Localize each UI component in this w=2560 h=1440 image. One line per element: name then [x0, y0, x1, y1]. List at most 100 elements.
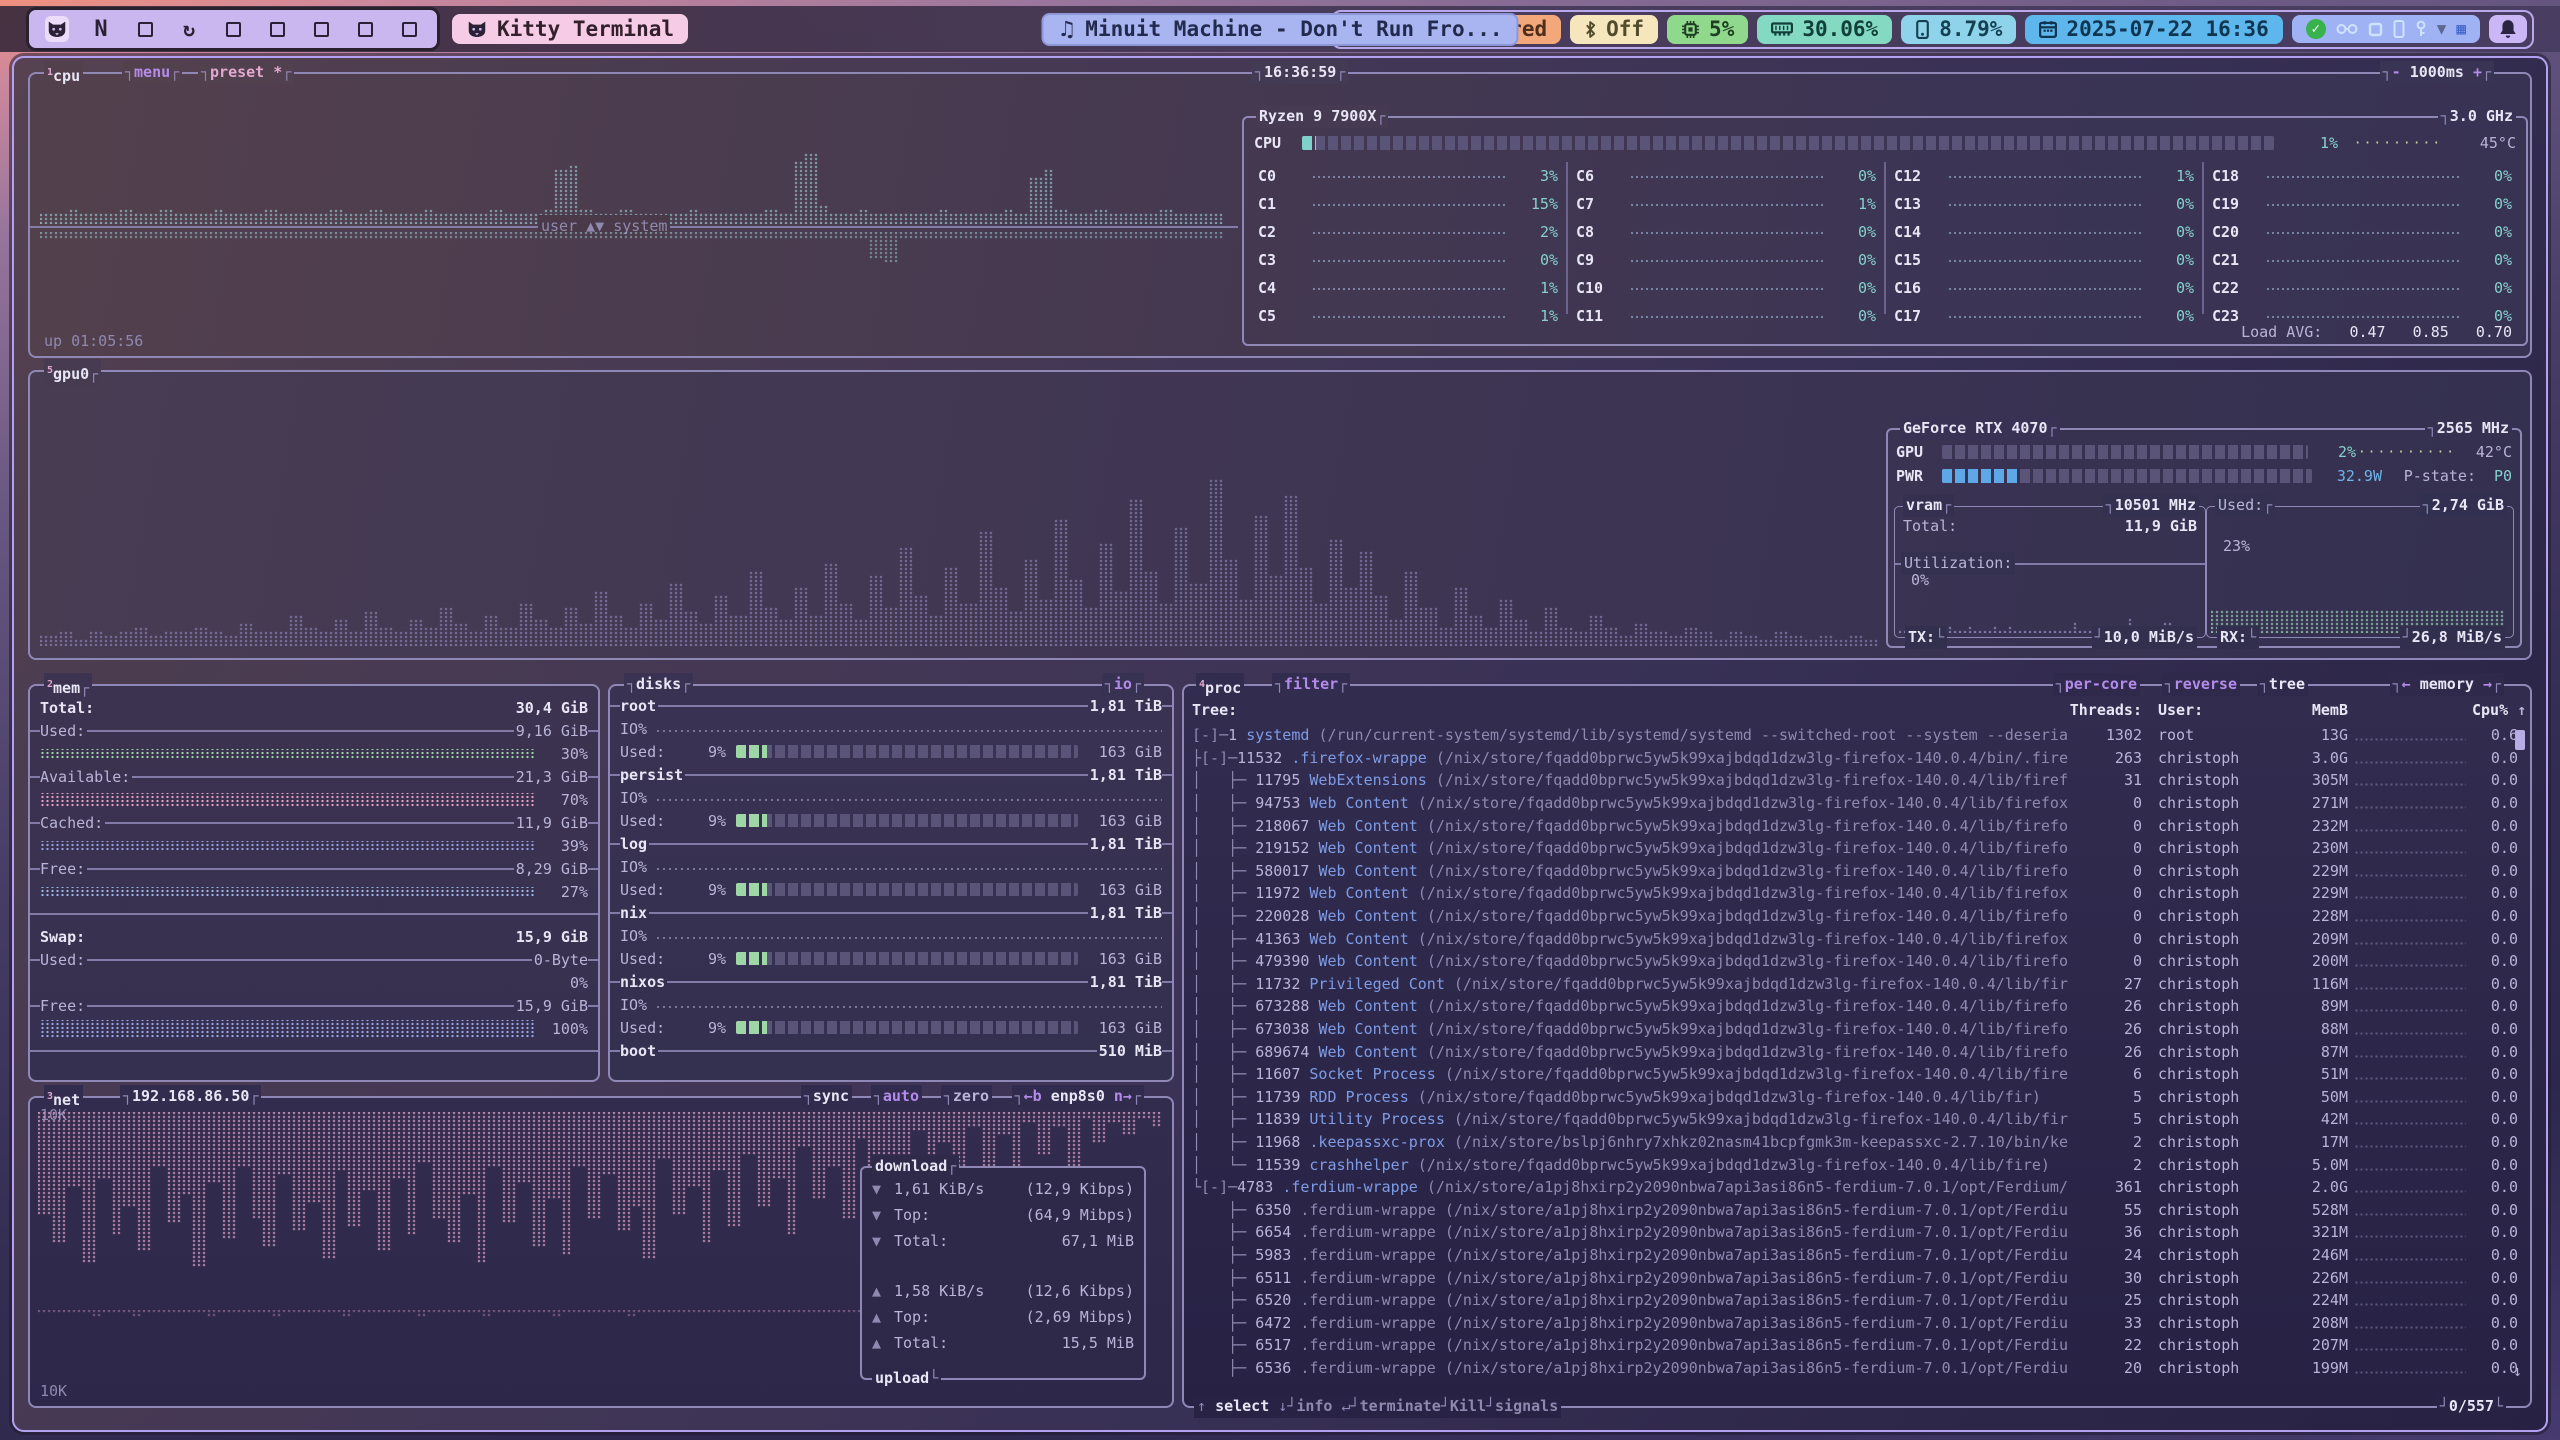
scroll-down-arrow[interactable]: ↓: [2512, 1362, 2522, 1380]
square-tray-icon[interactable]: [2368, 22, 2383, 37]
threads-column-header[interactable]: Threads:: [2069, 701, 2142, 719]
clock-module[interactable]: 2025-07-22 16:36: [2025, 14, 2283, 44]
workspace-1-button[interactable]: [45, 16, 69, 42]
net-device-switch[interactable]: ┐←b enp8s0 n→┌: [1011, 1085, 1144, 1108]
key-tray-icon[interactable]: [2415, 20, 2427, 38]
disk-io-row: IO%: [610, 993, 1172, 1016]
refresh-minus-button[interactable]: -: [2391, 63, 2401, 81]
tx-label: TX:└: [1905, 626, 1948, 649]
refresh-rate-control[interactable]: ┐- 1000ms +┌: [2379, 61, 2494, 84]
process-row[interactable]: │ ├─ 479390 Web Content (/nix/store/fqad…: [1192, 952, 2518, 971]
process-row[interactable]: │ ├─ 689674 Web Content (/nix/store/fqad…: [1192, 1042, 2518, 1061]
user-column-header[interactable]: User:: [2158, 701, 2204, 719]
mem-column-header[interactable]: MemB: [2311, 701, 2348, 719]
kill-action[interactable]: Kill: [1449, 1397, 1486, 1415]
process-row[interactable]: ├─ 5983 .ferdium-wrappe (/nix/store/a1pj…: [1192, 1245, 2518, 1264]
process-row[interactable]: ├[-]─ 11532 .firefox-wrappe (/nix/store/f…: [1192, 748, 2518, 767]
gpu-box-title: 5gpu0┌: [44, 359, 102, 386]
cpu-module[interactable]: 5%: [1667, 14, 1749, 44]
tree-column-header[interactable]: Tree:: [1192, 701, 1238, 719]
signals-action[interactable]: signals: [1495, 1397, 1559, 1415]
process-row[interactable]: [-]─ 1 systemd (/run/current-system/syste…: [1192, 726, 2518, 745]
glasses-tray-icon[interactable]: [2336, 23, 2358, 35]
workspace-2-button[interactable]: N: [94, 16, 108, 42]
process-row[interactable]: │ ├─ 94753 Web Content (/nix/store/fqadd…: [1192, 794, 2518, 813]
process-row[interactable]: │ ├─ 11839 Utility Process (/nix/store/f…: [1192, 1110, 2518, 1129]
process-row[interactable]: │ ├─ 11968 .keepassxc-prox (/nix/store/b…: [1192, 1132, 2518, 1151]
preset-button[interactable]: ┐preset *┌: [198, 61, 295, 84]
process-row[interactable]: └[-]─ 4783 .ferdium-wrappe (/nix/store/a1…: [1192, 1178, 2518, 1197]
menu-button[interactable]: ┐menu┌: [122, 61, 183, 84]
process-row[interactable]: │ └─ 11539 crashhelper (/nix/store/fqadd…: [1192, 1155, 2518, 1174]
memory-meter-row: 70%: [30, 788, 598, 811]
process-row[interactable]: │ ├─ 11795 WebExtensions (/nix/store/fqa…: [1192, 771, 2518, 790]
memory-module[interactable]: 30.06%: [1757, 14, 1893, 44]
window-title-pill[interactable]: Kitty Terminal: [452, 14, 689, 44]
workspace-5-button[interactable]: [221, 16, 245, 42]
workspace-8-button[interactable]: [353, 16, 377, 42]
upload-title: upload└: [872, 1367, 942, 1390]
process-row[interactable]: ├─ 6520 .ferdium-wrappe (/nix/store/a1pj…: [1192, 1291, 2518, 1310]
process-row[interactable]: │ ├─ 11607 Socket Process (/nix/store/fq…: [1192, 1065, 2518, 1084]
select-action[interactable]: ↑ select ↓: [1197, 1397, 1288, 1415]
process-row[interactable]: │ ├─ 220028 Web Content (/nix/store/fqad…: [1192, 907, 2518, 926]
sort-left-arrow[interactable]: ←: [2401, 675, 2411, 693]
process-row[interactable]: │ ├─ 11732 Privileged Cont (/nix/store/f…: [1192, 974, 2518, 993]
core-row: C20 0%: [2212, 223, 2512, 241]
process-row[interactable]: │ ├─ 218067 Web Content (/nix/store/fqad…: [1192, 816, 2518, 835]
process-row[interactable]: │ ├─ 11972 Web Content (/nix/store/fqadd…: [1192, 884, 2518, 903]
net-auto-button[interactable]: ┐auto: [870, 1085, 922, 1108]
media-player-pill[interactable]: ♫ Minuit Machine - Don't Run Fro...: [1041, 12, 1519, 46]
disk-module[interactable]: 8.79%: [1901, 14, 2017, 44]
disk-name-row: nixos 1,81 TiB: [610, 970, 1172, 993]
workspace-4-button[interactable]: ↻: [182, 17, 196, 41]
info-action[interactable]: info ↵: [1296, 1397, 1351, 1415]
gpu-temp: 42°C: [2475, 443, 2512, 461]
bell-icon: [2499, 19, 2517, 39]
process-row[interactable]: ├─ 6350 .ferdium-wrappe (/nix/store/a1pj…: [1192, 1200, 2518, 1219]
process-row[interactable]: ├─ 6536 .ferdium-wrappe (/nix/store/a1pj…: [1192, 1358, 2518, 1377]
vram-used-value: ┐2,74 GiB: [2419, 494, 2507, 517]
per-core-button[interactable]: ┐per-core: [2052, 673, 2140, 696]
process-row[interactable]: ├─ 6517 .ferdium-wrappe (/nix/store/a1pj…: [1192, 1336, 2518, 1355]
workspace-icon: [137, 21, 153, 37]
process-row[interactable]: │ ├─ 673038 Web Content (/nix/store/fqad…: [1192, 1020, 2518, 1039]
refresh-plus-button[interactable]: +: [2472, 63, 2482, 81]
io-mode-button[interactable]: ┐io┌: [1101, 673, 1144, 696]
core-row: C0 3%: [1258, 167, 1558, 185]
process-row[interactable]: ├─ 6654 .ferdium-wrappe (/nix/store/a1pj…: [1192, 1223, 2518, 1242]
workspace-6-button[interactable]: [265, 16, 289, 42]
window-title: Kitty Terminal: [497, 16, 675, 41]
upload-graph: [38, 1310, 878, 1400]
triangle-tray-icon[interactable]: ▼: [2436, 19, 2447, 38]
sort-column-switch[interactable]: ┐← memory →┌: [2389, 673, 2504, 696]
process-row[interactable]: ├─ 6511 .ferdium-wrappe (/nix/store/a1pj…: [1192, 1268, 2518, 1287]
memory-stat-row: Available: 21,3 GiB: [30, 765, 598, 788]
notifications-button[interactable]: [2489, 15, 2527, 43]
sort-right-arrow[interactable]: →: [2482, 675, 2492, 693]
process-scrollbar-thumb[interactable]: [2515, 730, 2525, 750]
disk-io-row: IO%: [610, 924, 1172, 947]
process-row[interactable]: │ ├─ 580017 Web Content (/nix/store/fqad…: [1192, 861, 2518, 880]
reverse-button[interactable]: ┐reverse: [2161, 673, 2240, 696]
tree-button[interactable]: ┐tree: [2256, 673, 2308, 696]
cpu-column-header[interactable]: Cpu% ↑: [2472, 701, 2527, 719]
bluetooth-module[interactable]: Off: [1570, 14, 1659, 44]
process-row[interactable]: │ ├─ 11739 RDD Process (/nix/store/fqadd…: [1192, 1087, 2518, 1106]
memory-value: 30.06%: [1802, 16, 1879, 41]
check-tray-icon[interactable]: ✓: [2305, 19, 2326, 39]
process-row[interactable]: │ ├─ 673288 Web Content (/nix/store/fqad…: [1192, 997, 2518, 1016]
net-sync-button[interactable]: ┐sync: [800, 1085, 852, 1108]
process-row[interactable]: │ ├─ 41363 Web Content (/nix/store/fqadd…: [1192, 929, 2518, 948]
workspace-3-button[interactable]: [133, 16, 157, 42]
net-zero-button[interactable]: ┐zero: [940, 1085, 992, 1108]
filter-button[interactable]: ┐filter┌: [1272, 673, 1351, 696]
workspace-7-button[interactable]: [309, 16, 333, 42]
process-row[interactable]: ├─ 6472 .ferdium-wrappe (/nix/store/a1pj…: [1192, 1313, 2518, 1332]
process-row[interactable]: │ ├─ 219152 Web Content (/nix/store/fqad…: [1192, 839, 2518, 858]
workspace-9-button[interactable]: [397, 16, 421, 42]
grid-tray-icon[interactable]: ▦: [2456, 19, 2466, 38]
core-row: C16 0%: [1894, 279, 2194, 297]
phone-tray-icon[interactable]: [2393, 20, 2405, 38]
terminate-action[interactable]: terminate: [1359, 1397, 1441, 1415]
